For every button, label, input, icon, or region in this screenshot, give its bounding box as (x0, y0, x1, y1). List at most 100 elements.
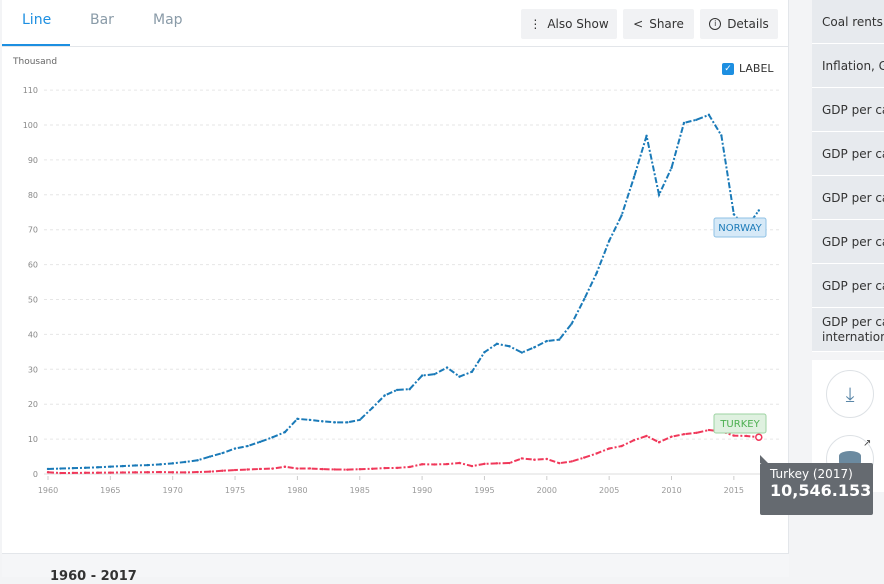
download-button[interactable]: ⤓ (826, 370, 874, 418)
data-point (545, 339, 548, 343)
indicator-item[interactable]: GDP per ca (812, 220, 884, 264)
details-label: Details (727, 17, 769, 31)
data-point (695, 431, 698, 435)
share-button[interactable]: < Share (623, 9, 694, 39)
data-point (321, 420, 324, 423)
data-point (308, 467, 312, 470)
data-point (483, 350, 486, 354)
data-point (645, 134, 648, 138)
y-tick-label: 60 (28, 261, 38, 270)
indicator-item[interactable]: GDP per ca (812, 88, 884, 132)
tooltip-value: 10,546.153 (770, 481, 872, 500)
data-point (520, 351, 524, 354)
data-point (134, 471, 137, 474)
data-point (558, 461, 561, 465)
indicator-item[interactable]: GDP per ca (812, 176, 884, 220)
y-tick-label: 50 (28, 296, 38, 305)
line-chart: 0 10 20 30 40 50 60 70 80 90 100 110 1960 1965 1970 197… (23, 86, 780, 495)
tab-divider (2, 46, 789, 47)
data-point (495, 342, 499, 346)
data-point (221, 451, 224, 455)
data-tooltip: Turkey (2017) 10,546.153 (760, 455, 873, 515)
info-icon: i (709, 18, 722, 30)
data-point (308, 418, 312, 422)
data-point (420, 374, 424, 377)
data-point (458, 375, 461, 378)
data-point (59, 467, 62, 470)
also-show-button[interactable]: ⋮ Also Show (521, 9, 617, 39)
y-tick-label: 70 (28, 226, 38, 235)
y-tick-label: 10 (28, 435, 38, 444)
details-button[interactable]: i Details (700, 9, 778, 39)
indicator-item-line: GDP per ca (822, 314, 884, 329)
y-tick-label: 80 (28, 191, 38, 200)
data-point (146, 463, 149, 467)
x-tick-label: 1980 (287, 486, 307, 495)
data-point (620, 214, 623, 217)
y-axis-unit: Thousand (13, 57, 58, 67)
data-point (408, 387, 411, 391)
data-point (371, 467, 374, 470)
data-point (183, 460, 187, 464)
data-point (84, 471, 87, 474)
data-point (470, 464, 474, 468)
data-point (433, 463, 436, 466)
data-point (583, 297, 586, 301)
y-tick-label: 40 (28, 330, 38, 339)
data-point (283, 465, 287, 468)
data-point (745, 434, 748, 438)
data-point (121, 464, 125, 468)
data-point (420, 463, 424, 466)
tab-line[interactable]: Line (22, 12, 52, 28)
timeline-footer: 1960 - 2017 (2, 553, 789, 584)
indicator-item[interactable]: GDP per ca internation (812, 308, 884, 352)
tab-map[interactable]: Map (153, 12, 183, 28)
data-point (670, 166, 673, 170)
y-tick-label: 30 (28, 365, 38, 374)
series-label: TURKEY (719, 419, 760, 430)
indicator-item-line: internation (822, 329, 884, 344)
data-point (171, 471, 174, 474)
data-point (84, 466, 87, 469)
data-point (333, 468, 337, 471)
data-point (346, 468, 349, 471)
data-point (682, 121, 686, 125)
y-tick-label: 0 (33, 470, 38, 479)
data-point (208, 455, 212, 458)
indicator-item[interactable]: Coal rents (812, 0, 884, 44)
x-tick-label: 2000 (537, 486, 557, 495)
data-point (558, 338, 561, 341)
data-point (520, 457, 524, 460)
label-checkbox[interactable]: ✓ LABEL (722, 62, 774, 75)
data-point (445, 366, 449, 369)
more-vertical-icon: ⋮ (529, 17, 542, 31)
data-point (732, 213, 736, 216)
data-point (109, 465, 112, 468)
indicator-sidebar: Coal rents Inflation, G GDP per ca GDP p… (812, 0, 884, 352)
series-label-box (713, 413, 767, 434)
data-point (358, 468, 361, 471)
data-point (71, 471, 75, 475)
data-point (395, 388, 399, 392)
data-point (146, 471, 149, 474)
x-tick-label: 1995 (474, 486, 494, 495)
x-tick-label: 1960 (38, 486, 58, 495)
indicator-item[interactable]: Inflation, G (812, 44, 884, 88)
label-checkbox-text: LABEL (739, 62, 774, 75)
data-point (607, 447, 611, 450)
data-point (458, 461, 461, 465)
indicator-item[interactable]: GDP per ca (812, 132, 884, 176)
data-point (657, 193, 661, 196)
data-point (296, 467, 299, 470)
data-point (570, 460, 573, 463)
indicator-item[interactable]: GDP per ca (812, 264, 884, 308)
data-point (408, 465, 411, 469)
data-point (71, 466, 75, 470)
data-point (221, 469, 224, 472)
data-point (171, 462, 174, 465)
tab-bar[interactable]: Bar (90, 12, 114, 28)
data-point (159, 463, 162, 466)
data-point (632, 438, 636, 442)
data-point (271, 436, 274, 439)
data-point (283, 430, 287, 434)
